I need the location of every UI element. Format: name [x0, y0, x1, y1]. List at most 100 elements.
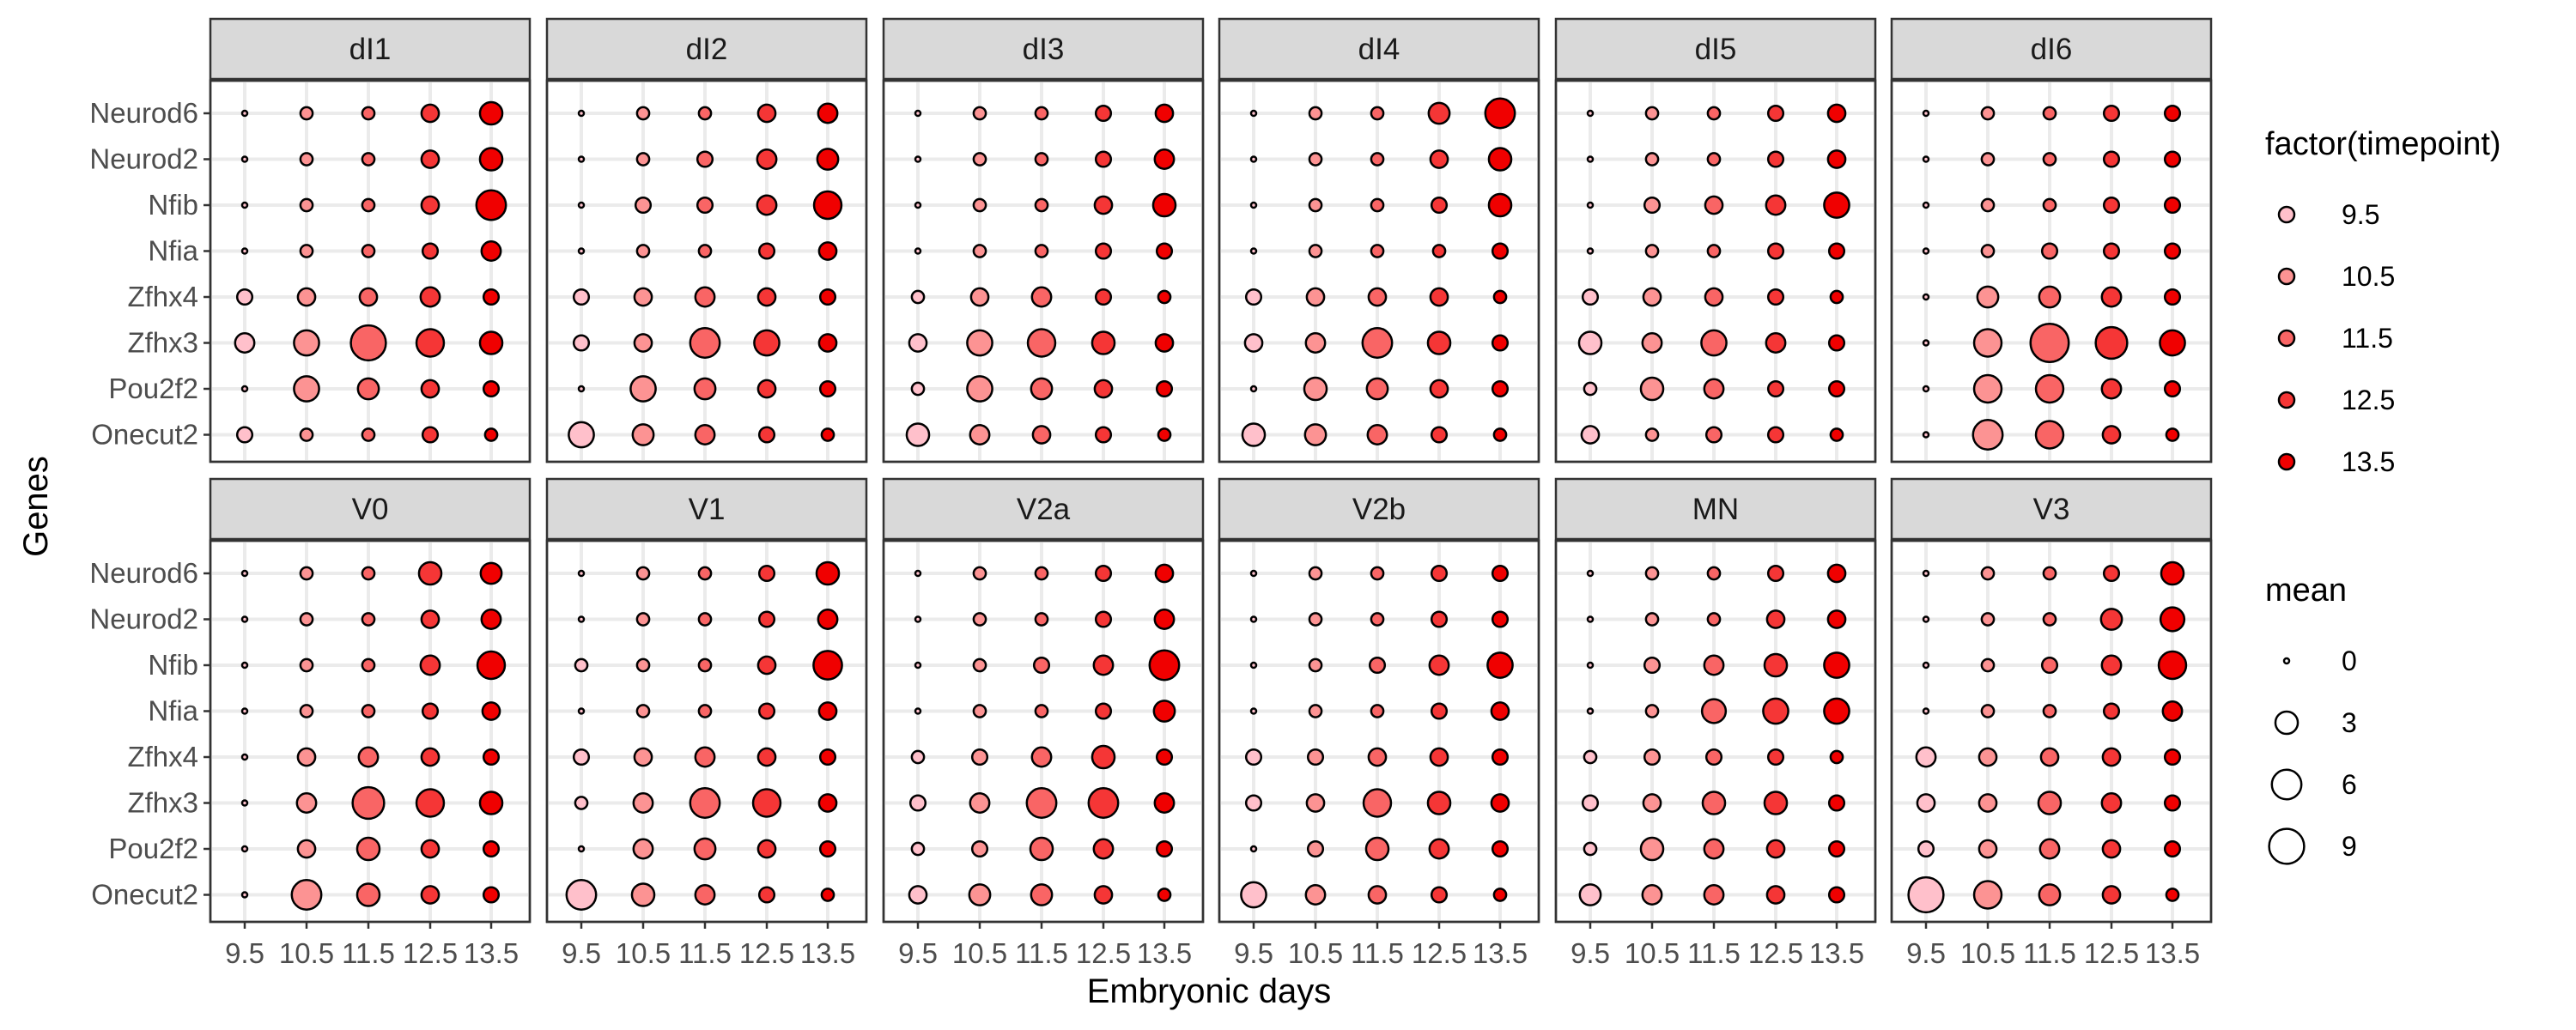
dot-dI1-Zfhx3-13.5 — [478, 330, 504, 355]
dot-dI6-Zfhx4-10.5 — [1976, 285, 2000, 309]
dot-MN-Neurod6-11.5 — [1706, 566, 1722, 581]
dot-V1-Nfia-12.5 — [757, 702, 776, 720]
dot-dI4-Pou2f2-11.5 — [1365, 377, 1389, 401]
x-tick-label: 12.5 — [1748, 937, 1803, 969]
dot-dI1-Zfhx3-9.5 — [234, 332, 256, 354]
facet-panel-dI5: dI5 — [1554, 17, 1877, 464]
dot-dI4-Neurod6-12.5 — [1427, 101, 1451, 125]
x-tick-label: 13.5 — [1809, 937, 1864, 969]
dot-dI1-Neurod2-12.5 — [420, 149, 440, 169]
dot-V0-Nfia-9.5 — [240, 707, 249, 715]
dot-dI3-Onecut2-12.5 — [1094, 426, 1113, 444]
strip-label: V3 — [2033, 493, 2070, 526]
dot-dI4-Onecut2-9.5 — [1241, 422, 1267, 447]
color-legend-label: 13.5 — [2342, 446, 2395, 477]
dot-V2b-Neurod6-13.5 — [1491, 564, 1510, 583]
dot-V3-Neurod6-9.5 — [1922, 569, 1930, 578]
dot-dI5-Neurod2-13.5 — [1826, 149, 1847, 169]
dot-dI3-Nfib-13.5 — [1151, 192, 1177, 218]
dot-dI3-Neurod2-10.5 — [972, 152, 987, 167]
dot-dI2-Neurod6-11.5 — [697, 106, 713, 121]
dot-V3-Nfib-13.5 — [2157, 650, 2188, 681]
panel-border — [882, 79, 1205, 464]
size-legend: mean 0 3 6 9 — [2265, 573, 2357, 865]
dot-V2b-Neurod2-13.5 — [1491, 610, 1510, 628]
x-tick-label: 11.5 — [342, 937, 395, 969]
dot-MN-Pou2f2-13.5 — [1827, 839, 1846, 858]
dot-dI3-Zfhx3-12.5 — [1091, 330, 1116, 355]
y-tick-label: Neurod6 — [89, 97, 198, 129]
dot-V1-Neurod2-10.5 — [635, 612, 651, 627]
dot-dI2-Zfhx3-13.5 — [817, 333, 838, 353]
dot-V2a-Onecut2-9.5 — [908, 885, 928, 905]
color-legend-key — [2277, 205, 2296, 224]
dot-V2b-Nfia-10.5 — [1308, 704, 1323, 718]
dot-MN-Neurod6-9.5 — [1586, 569, 1595, 578]
x-tick-label: 9.5 — [898, 937, 938, 969]
dot-dI2-Nfia-12.5 — [757, 242, 776, 260]
dot-V1-Zfhx3-12.5 — [751, 788, 782, 818]
x-tick-label: 11.5 — [1687, 937, 1741, 969]
dot-MN-Onecut2-13.5 — [1827, 886, 1846, 904]
dot-dI1-Nfib-10.5 — [299, 197, 314, 213]
color-legend-key — [2277, 391, 2296, 409]
dot-dI3-Zfhx4-13.5 — [1157, 289, 1172, 305]
dot-V0-Zfhx3-9.5 — [240, 799, 249, 807]
facet-panels: dI1 Neurod6 Neurod2 Nfib Nfia Zfhx4 Zfhx3 Pou2f… — [89, 17, 2213, 969]
dot-MN-Onecut2-12.5 — [1765, 885, 1786, 905]
dot-dI4-Neurod6-9.5 — [1249, 109, 1258, 118]
dot-V2b-Neurod6-11.5 — [1370, 566, 1385, 581]
dot-MN-Nfia-9.5 — [1586, 707, 1595, 715]
dot-V1-Pou2f2-13.5 — [818, 839, 837, 858]
dot-V1-Neurod6-10.5 — [635, 566, 651, 581]
strip-label: MN — [1692, 493, 1739, 526]
dot-V0-Zfhx3-13.5 — [478, 791, 504, 815]
dot-V2b-Neurod2-10.5 — [1308, 612, 1323, 627]
dot-V3-Nfib-9.5 — [1922, 661, 1930, 670]
dot-dI5-Pou2f2-10.5 — [1639, 376, 1665, 402]
dot-V3-Pou2f2-12.5 — [2101, 839, 2122, 859]
x-tick-label: 13.5 — [2145, 937, 2200, 969]
dot-dI2-Zfhx3-10.5 — [633, 333, 653, 353]
x-tick-label: 10.5 — [952, 937, 1007, 969]
dot-dI2-Onecut2-11.5 — [694, 424, 716, 445]
dot-MN-Nfib-12.5 — [1763, 652, 1789, 678]
dot-dI1-Pou2f2-12.5 — [420, 379, 440, 399]
dot-V2a-Onecut2-11.5 — [1030, 883, 1054, 906]
x-tick-label: 11.5 — [678, 937, 732, 969]
dot-dI3-Zfhx4-10.5 — [969, 287, 990, 307]
dot-dI3-Nfia-11.5 — [1034, 244, 1049, 258]
dot-V0-Nfib-12.5 — [419, 654, 441, 676]
dot-V1-Zfhx4-13.5 — [818, 748, 837, 766]
dot-dI4-Zfhx3-11.5 — [1361, 327, 1394, 359]
dot-dI2-Zfhx4-10.5 — [633, 287, 653, 307]
dot-dI3-Onecut2-11.5 — [1031, 425, 1052, 445]
dot-dI4-Nfib-13.5 — [1487, 192, 1513, 218]
size-legend-key — [2270, 768, 2303, 801]
dot-MN-Nfia-13.5 — [1823, 697, 1850, 725]
strip-background — [1554, 477, 1877, 541]
dot-dI4-Onecut2-10.5 — [1303, 423, 1327, 446]
color-legend-label: 10.5 — [2342, 261, 2395, 292]
dot-V0-Neurod6-10.5 — [299, 566, 314, 581]
dot-V2a-Nfib-13.5 — [1148, 649, 1181, 682]
strip-background — [882, 17, 1205, 81]
y-tick-label: Neurod6 — [89, 557, 198, 589]
strip-label: V1 — [689, 493, 726, 526]
y-tick-label: Zfhx3 — [127, 327, 198, 359]
dot-dI3-Zfhx3-9.5 — [908, 333, 928, 353]
dot-dI3-Zfhx3-11.5 — [1026, 328, 1057, 358]
dot-V1-Zfhx4-9.5 — [572, 748, 591, 766]
dot-V1-Zfhx4-10.5 — [633, 747, 653, 767]
dot-dI6-Neurod6-9.5 — [1922, 109, 1930, 118]
color-legend-title: factor(timepoint) — [2265, 126, 2501, 162]
dot-V1-Nfib-12.5 — [756, 655, 777, 676]
dot-V2a-Nfib-9.5 — [914, 661, 922, 670]
dot-dI6-Onecut2-10.5 — [1971, 419, 2004, 451]
dot-V2a-Nfia-13.5 — [1152, 700, 1176, 723]
dot-V0-Neurod6-12.5 — [417, 560, 443, 586]
dot-V2a-Neurod6-12.5 — [1094, 564, 1113, 583]
dot-dI4-Neurod2-11.5 — [1370, 152, 1385, 167]
dot-dI5-Nfib-9.5 — [1586, 201, 1595, 209]
dot-V0-Nfia-11.5 — [361, 704, 376, 718]
